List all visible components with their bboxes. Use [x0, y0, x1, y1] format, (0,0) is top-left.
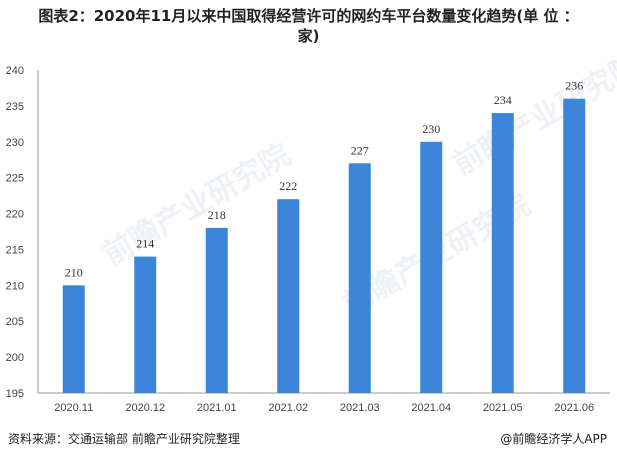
bar — [205, 227, 228, 393]
y-tick-label: 215 — [6, 244, 24, 256]
x-tick-label: 2021.04 — [411, 402, 451, 414]
y-tick-label: 235 — [6, 101, 24, 113]
y-tick-label: 205 — [6, 316, 24, 328]
y-tick-label: 230 — [6, 137, 24, 149]
bar — [277, 199, 300, 393]
x-tick-label: 2021.03 — [340, 402, 380, 414]
data-label: 230 — [422, 122, 440, 136]
data-label: 214 — [136, 237, 154, 251]
y-tick-label: 240 — [6, 65, 24, 77]
bar — [420, 141, 443, 393]
bar — [348, 163, 371, 393]
data-labels: 210 214 218 222 227 230 234 236 — [65, 79, 584, 280]
y-tick-label: 210 — [6, 280, 24, 292]
bar — [134, 256, 157, 393]
data-label: 234 — [494, 93, 512, 107]
x-axis: 2020.11 2020.12 2021.01 2021.02 2021.03 2021.… — [38, 392, 610, 414]
chart-title-line1: 图表2：2020年11月以来中国取得经营许可的网约车平台数量变化趋势(单 位 ： — [38, 7, 579, 25]
data-label: 227 — [351, 143, 369, 157]
source-note: 资料来源：交通运输部 前瞻产业研究院整理 — [8, 432, 240, 446]
bar — [563, 98, 586, 393]
y-axis: 195 200 205 210 215 220 225 230 235 240 — [6, 65, 39, 400]
chart-title-line2: 家) — [297, 27, 320, 45]
data-label: 218 — [208, 208, 226, 222]
y-tick-label: 195 — [6, 388, 24, 400]
y-tick-label: 200 — [6, 352, 24, 364]
bar — [62, 285, 85, 393]
bar — [491, 113, 514, 394]
x-tick-label: 2021.02 — [268, 402, 308, 414]
x-tick-label: 2021.01 — [197, 402, 237, 414]
data-label: 236 — [565, 79, 583, 93]
y-tick-label: 220 — [6, 209, 24, 221]
y-tick-label: 225 — [6, 173, 24, 185]
data-label: 210 — [65, 265, 83, 279]
x-tick-label: 2021.05 — [483, 402, 523, 414]
brand-note: @前瞻经济学人APP — [500, 432, 607, 446]
chart-title: 图表2：2020年11月以来中国取得经营许可的网约车平台数量变化趋势(单 位 ：… — [0, 6, 617, 46]
x-tick-label: 2020.11 — [54, 402, 93, 414]
bar-series — [62, 98, 586, 394]
x-tick-label: 2020.12 — [125, 402, 165, 414]
x-tick-label: 2021.06 — [554, 402, 594, 414]
data-label: 222 — [279, 179, 297, 193]
